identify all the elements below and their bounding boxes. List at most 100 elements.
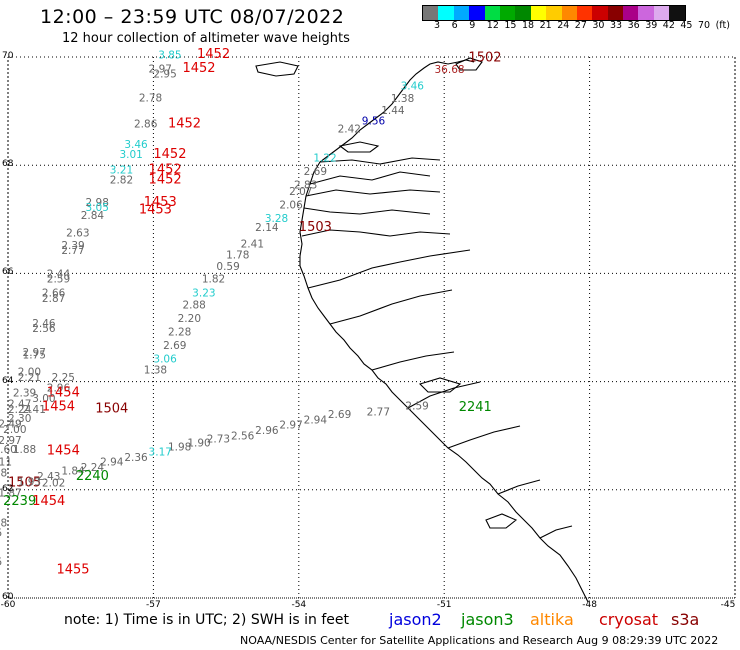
pass-time-label: 1452 bbox=[149, 162, 182, 177]
color-swatch bbox=[423, 6, 439, 20]
wave-height-value: 1.93 bbox=[18, 476, 41, 488]
coastline-main bbox=[299, 59, 589, 603]
wave-height-value: 9.56 bbox=[362, 116, 386, 128]
wave-height-value: 2.77 bbox=[367, 407, 390, 419]
wave-height-value: 1.82 bbox=[202, 274, 225, 286]
wave-height-value: 2.63 bbox=[66, 228, 89, 240]
color-swatch bbox=[453, 6, 470, 20]
color-scale-label: 33 bbox=[610, 20, 623, 31]
wave-height-value: 0.59 bbox=[216, 261, 239, 273]
pass-time-label: 1452 bbox=[168, 116, 201, 131]
latitude-label: 70 bbox=[2, 51, 14, 61]
color-scale-label: (ft) bbox=[715, 20, 730, 31]
wave-height-value: 3.23 bbox=[192, 288, 215, 300]
wave-height-value: 2.75 bbox=[0, 557, 2, 569]
latitude-label: 64 bbox=[2, 375, 14, 386]
wave-height-value: 2.06 bbox=[279, 199, 303, 211]
wave-height-value: 2.39 bbox=[61, 240, 84, 252]
wave-height-value: 3.21 bbox=[110, 164, 133, 176]
color-scale-label: 15 bbox=[504, 20, 517, 31]
wave-height-value: 1.11 bbox=[0, 456, 12, 468]
wave-height-value: 2.14 bbox=[255, 222, 279, 234]
color-swatch bbox=[576, 6, 593, 20]
longitude-label: -45 bbox=[720, 600, 736, 610]
wave-height-value: 36.68 bbox=[435, 64, 465, 76]
pass-time-label: 1452 bbox=[153, 147, 186, 162]
color-swatch bbox=[546, 6, 562, 20]
wave-height-value: 1.98 bbox=[168, 441, 191, 453]
color-swatch bbox=[607, 6, 624, 20]
wave-height-value: 2.47 bbox=[8, 399, 31, 411]
color-scale-label: 39 bbox=[645, 20, 658, 31]
wave-height-value: 2.69 bbox=[304, 166, 327, 178]
wave-height-value: 2.95 bbox=[153, 69, 176, 81]
wave-height-value: 2.94 bbox=[100, 456, 124, 468]
color-scale-label: 12 bbox=[486, 20, 499, 31]
wave-height-value: 3.85 bbox=[158, 50, 181, 62]
wave-height-value: 2.56 bbox=[32, 323, 56, 335]
wave-height-value: 2.28 bbox=[168, 327, 191, 339]
wave-height-value: 2.20 bbox=[178, 313, 201, 325]
pass-time-label: 2239 bbox=[3, 494, 36, 509]
wave-height-value: 2.88 bbox=[182, 300, 205, 312]
longitude-label: -57 bbox=[146, 600, 161, 610]
coastline-islands bbox=[255, 57, 518, 529]
wave-height-value: 3.17 bbox=[149, 447, 172, 459]
wave-height-value: 2.78 bbox=[0, 518, 7, 530]
page-subtitle: 12 hour collection of altimeter wave hei… bbox=[62, 31, 350, 46]
wave-height-value: 2.97 bbox=[23, 347, 46, 359]
pass-time-label: 1454 bbox=[42, 399, 75, 414]
pass-time-label: 1453 bbox=[144, 195, 177, 210]
wave-height-value: 2.82 bbox=[110, 175, 133, 187]
legend-item-altika: altika bbox=[530, 610, 574, 629]
wave-height-value: 2.96 bbox=[255, 425, 279, 437]
wave-height-value: 1.78 bbox=[0, 467, 7, 479]
page-title: 12:00 – 23:59 UTC 08/07/2022 bbox=[40, 6, 345, 28]
wave-height-value: 2.69 bbox=[163, 340, 186, 352]
pass-time-label: 2241 bbox=[459, 400, 492, 415]
wave-height-value: 2.69 bbox=[328, 409, 351, 421]
longitude-label: -60 bbox=[0, 600, 16, 610]
color-swatch bbox=[592, 6, 608, 20]
map-frame bbox=[7, 56, 736, 599]
wave-height-value: 1.38 bbox=[144, 364, 167, 376]
wave-height-value: 2.02 bbox=[42, 478, 65, 490]
wave-height-value: 2.30 bbox=[8, 413, 31, 425]
color-swatch bbox=[499, 6, 516, 20]
wave-height-value: 2.00 bbox=[3, 424, 26, 436]
color-swatch bbox=[469, 6, 485, 20]
wave-height-value: 2.45 bbox=[0, 527, 2, 539]
color-scale-label: 30 bbox=[592, 20, 605, 31]
wave-height-value: 2.42 bbox=[338, 124, 361, 136]
wave-height-value: 3.05 bbox=[86, 202, 109, 214]
pass-time-label: 2240 bbox=[76, 469, 109, 484]
pass-time-label: 1452 bbox=[197, 47, 230, 62]
pass-time-label: 1502 bbox=[468, 50, 501, 65]
wave-height-value: 2.25 bbox=[52, 372, 75, 384]
wave-height-value: 2.78 bbox=[139, 92, 162, 104]
wave-height-value: 2.77 bbox=[61, 245, 84, 257]
longitude-label: -54 bbox=[291, 600, 307, 610]
color-scale-labels: 3 6 9 12 15 18 21 24 27 30 33 36 39 42 45 70 (ft) bbox=[422, 20, 732, 32]
color-swatch bbox=[438, 6, 454, 20]
wave-height-value: 2.84 bbox=[81, 210, 105, 222]
wave-height-value: 2.44 bbox=[47, 269, 71, 281]
coastline-fjords bbox=[301, 157, 573, 539]
wave-height-value: 2.43 bbox=[37, 471, 60, 483]
wave-height-value: 2.60 bbox=[0, 444, 17, 456]
color-swatch bbox=[515, 6, 531, 20]
color-scale-label: 36 bbox=[627, 20, 640, 31]
color-scale-label: 70 bbox=[698, 20, 711, 31]
pass-time-label: 1504 bbox=[95, 401, 128, 416]
wave-height-value: 2.97 bbox=[279, 420, 302, 432]
wave-height-value: 2.46 bbox=[32, 318, 56, 330]
color-swatch bbox=[653, 6, 670, 20]
wave-height-value: 1.38 bbox=[391, 93, 414, 105]
wave-height-value: 2.94 bbox=[304, 414, 328, 426]
wave-height-value: 1.75 bbox=[23, 349, 46, 361]
wave-height-value: 3.28 bbox=[265, 213, 288, 225]
pass-time-label: 1455 bbox=[56, 563, 89, 578]
color-scale-bar bbox=[422, 5, 686, 21]
